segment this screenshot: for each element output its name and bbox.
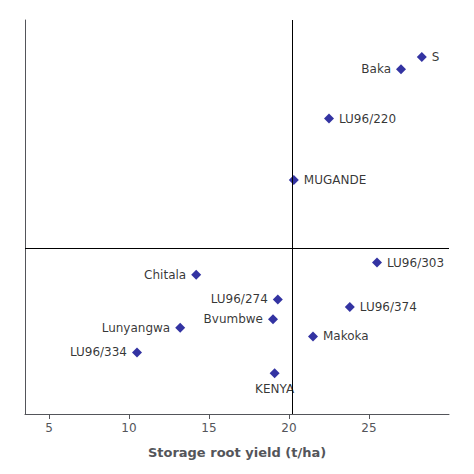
svg-text:KENYA: KENYA: [255, 382, 295, 396]
svg-text:LU96/303: LU96/303: [387, 256, 444, 270]
svg-text:5: 5: [45, 421, 53, 435]
svg-text:LU96/220: LU96/220: [339, 112, 396, 126]
svg-text:MUGANDE: MUGANDE: [304, 173, 366, 187]
svg-text:LU96/334: LU96/334: [70, 345, 127, 359]
svg-text:LU96/274: LU96/274: [211, 292, 268, 306]
svg-text:25: 25: [361, 421, 376, 435]
svg-text:Makoka: Makoka: [323, 329, 369, 343]
svg-text:Storage root yield (t/ha): Storage root yield (t/ha): [148, 445, 326, 460]
svg-text:Baka: Baka: [361, 62, 391, 76]
svg-text:Bvumbwe: Bvumbwe: [204, 312, 263, 326]
svg-text:LU96/374: LU96/374: [360, 300, 417, 314]
svg-text:Chitala: Chitala: [144, 268, 186, 282]
svg-text:S: S: [432, 50, 440, 64]
svg-text:15: 15: [201, 421, 216, 435]
svg-text:10: 10: [121, 421, 136, 435]
svg-text:Lunyangwa: Lunyangwa: [102, 321, 171, 335]
svg-text:20: 20: [281, 421, 296, 435]
